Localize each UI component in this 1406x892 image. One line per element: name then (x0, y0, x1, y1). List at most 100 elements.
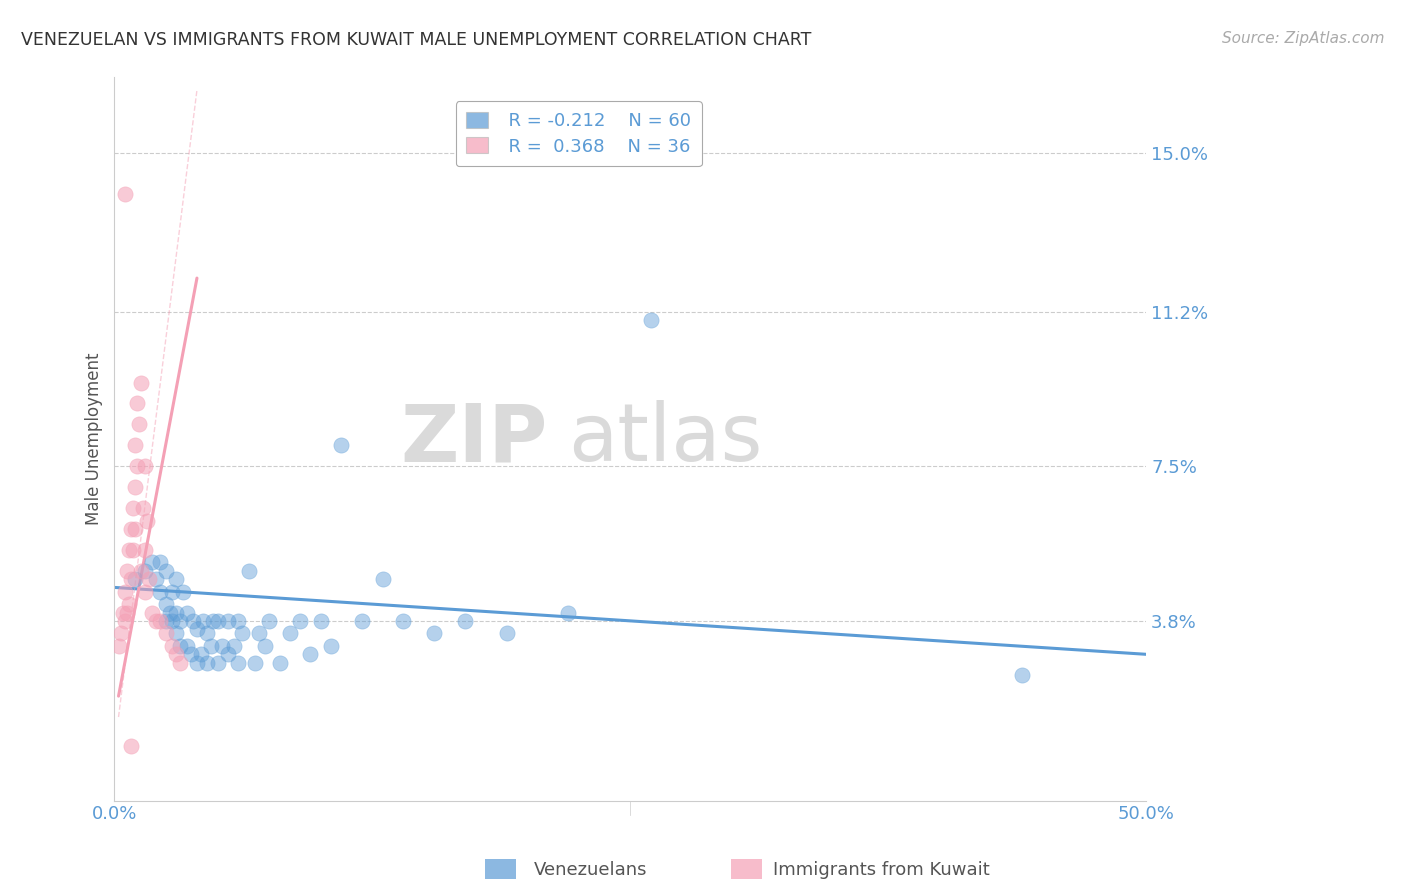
Point (238, 564, 260, 578)
Text: Venezuelans: Venezuelans (534, 861, 648, 879)
Point (149, 584, 172, 599)
Point (191, 614, 214, 628)
Point (165, 606, 187, 620)
Point (124, 572, 146, 586)
Point (120, 739, 142, 754)
Point (392, 614, 415, 628)
Point (136, 514, 159, 528)
Point (309, 614, 332, 628)
Point (160, 614, 183, 628)
Point (190, 648, 212, 662)
Point (165, 572, 187, 586)
Point (110, 626, 132, 640)
Point (319, 639, 342, 653)
Text: ZIP: ZIP (401, 400, 548, 478)
Point (138, 572, 160, 586)
Point (134, 542, 156, 557)
Point (211, 639, 233, 653)
Point (176, 639, 198, 653)
Point (226, 614, 249, 628)
Point (195, 626, 218, 640)
Point (141, 555, 163, 569)
Point (243, 656, 266, 670)
Point (160, 584, 183, 599)
Point (129, 376, 152, 390)
Point (132, 501, 155, 516)
Point (226, 656, 249, 670)
Point (278, 626, 301, 640)
Point (557, 606, 579, 620)
Point (115, 606, 138, 620)
Point (288, 614, 311, 628)
Point (200, 639, 222, 653)
Text: Immigrants from Kuwait: Immigrants from Kuwait (773, 861, 990, 879)
Text: Source: ZipAtlas.com: Source: ZipAtlas.com (1222, 31, 1385, 46)
Point (640, 313, 662, 327)
Point (176, 606, 198, 620)
Point (247, 626, 270, 640)
Point (155, 597, 177, 611)
Point (155, 564, 177, 578)
Point (118, 542, 141, 557)
Point (181, 614, 204, 628)
Point (423, 626, 446, 640)
Point (155, 614, 177, 628)
Point (299, 648, 322, 662)
Point (186, 656, 208, 670)
Point (111, 606, 134, 620)
Point (257, 614, 280, 628)
Point (120, 572, 142, 586)
Point (217, 614, 239, 628)
Point (145, 572, 167, 586)
Point (122, 542, 145, 557)
Point (127, 396, 149, 410)
Point (1011, 668, 1033, 682)
Point (454, 614, 477, 628)
Point (129, 564, 152, 578)
Text: VENEZUELAN VS IMMIGRANTS FROM KUWAIT MALE UNEMPLOYMENT CORRELATION CHART: VENEZUELAN VS IMMIGRANTS FROM KUWAIT MAL… (21, 31, 811, 49)
Y-axis label: Male Unemployment: Male Unemployment (86, 352, 103, 525)
Point (169, 614, 191, 628)
Point (118, 597, 141, 611)
Point (269, 656, 291, 670)
Point (180, 648, 202, 662)
Point (495, 626, 517, 640)
Point (195, 656, 218, 670)
Text: atlas: atlas (568, 400, 763, 478)
Point (120, 522, 142, 536)
Point (107, 639, 129, 653)
Point (134, 459, 156, 474)
Point (114, 584, 136, 599)
Point (155, 626, 177, 640)
Point (165, 626, 187, 640)
Point (124, 522, 146, 536)
Point (115, 564, 138, 578)
Point (169, 656, 191, 670)
Point (149, 555, 172, 569)
Point (127, 459, 149, 474)
Point (128, 417, 150, 432)
Point (172, 584, 194, 599)
Point (141, 606, 163, 620)
Point (160, 639, 183, 653)
Point (202, 614, 225, 628)
Point (159, 606, 181, 620)
Point (114, 614, 136, 628)
Point (371, 572, 394, 586)
Point (114, 187, 136, 202)
Point (217, 648, 239, 662)
Point (352, 614, 374, 628)
Point (224, 639, 246, 653)
Point (149, 614, 172, 628)
Point (330, 438, 353, 452)
Point (134, 584, 156, 599)
Point (124, 480, 146, 494)
Point (207, 614, 229, 628)
Point (186, 622, 208, 636)
Point (124, 438, 146, 452)
Point (254, 639, 277, 653)
Legend:   R = -0.212    N = 60,   R =  0.368    N = 36: R = -0.212 N = 60, R = 0.368 N = 36 (456, 101, 702, 166)
Point (122, 501, 145, 516)
Point (207, 656, 229, 670)
Point (169, 639, 191, 653)
